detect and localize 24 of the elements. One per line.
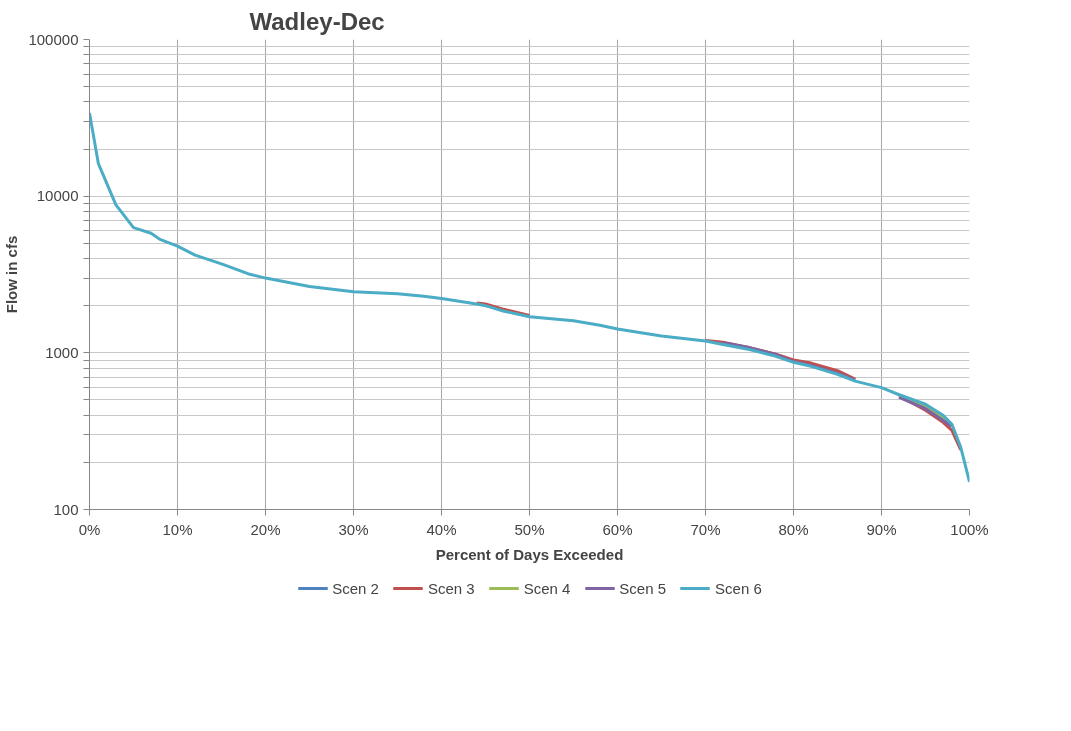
y-axis-title: Flow in cfs (3, 235, 21, 314)
x-tick-label: 80% (778, 520, 809, 538)
y-tick-label: 10000 (36, 187, 79, 205)
x-tick-label: 60% (602, 520, 633, 538)
x-tick-label: 70% (690, 520, 721, 538)
x-axis-title: Percent of Days Exceeded (435, 545, 624, 563)
legend-label: Scen 2 (332, 579, 379, 597)
x-tick-label: 30% (338, 520, 369, 538)
x-tick-label: 90% (866, 520, 897, 538)
x-tick-label: 0% (78, 520, 101, 538)
legend-label: Scen 3 (427, 579, 475, 597)
x-tick-label: 50% (514, 520, 545, 538)
legend-label: Scen 6 (715, 579, 762, 597)
x-tick-label: 20% (250, 520, 281, 538)
x-tick-label: 10% (162, 520, 193, 538)
y-tick-label: 1000 (45, 343, 79, 361)
legend-label: Scen 4 (523, 579, 571, 597)
y-tick-label: 100000 (28, 30, 79, 48)
legend-label: Scen 5 (619, 579, 667, 597)
x-tick-label: 100% (950, 520, 989, 538)
chart-title: Wadley-Dec (249, 7, 385, 35)
line-series (89, 111, 970, 484)
x-tick-label: 40% (426, 520, 457, 538)
y-tick-label: 100 (53, 500, 79, 518)
